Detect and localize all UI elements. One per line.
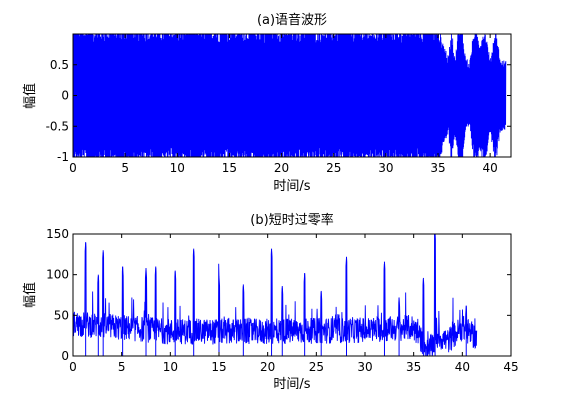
plot-a-xtick-label: 15 — [222, 161, 237, 175]
plot-b-xtick-label: 40 — [455, 360, 470, 374]
plot-b-ylabel: 幅值 — [22, 282, 38, 308]
plot-b-xtick-label: 30 — [357, 360, 372, 374]
plot-b-frame — [72, 233, 512, 357]
waveform-line — [72, 33, 507, 158]
plot-b-ytick-label: 50 — [54, 308, 69, 322]
plot-a-xtick-label: 25 — [326, 161, 341, 175]
plot-b-ytick-label: 100 — [46, 268, 69, 282]
plot-b-title: (b)短时过零率 — [250, 212, 333, 228]
plot-a-xtick-label: 20 — [274, 161, 289, 175]
plot-b-xtick-label: 5 — [118, 360, 126, 374]
plot-a-ytick-label: 0.5 — [50, 58, 69, 72]
plot-a-xtick-label: 0 — [69, 161, 77, 175]
plot-b-xtick-label: 35 — [406, 360, 421, 374]
plot-b-xtick-label: 45 — [503, 360, 518, 374]
plot-b-ytick-label: 150 — [46, 227, 69, 241]
plot-a-waveform — [72, 33, 507, 158]
plot-a-xtick-label: 35 — [430, 161, 445, 175]
plot-a-ylabel: 幅值 — [22, 83, 38, 109]
plot-a-xlabel: 时间/s — [273, 179, 310, 194]
plot-b-xlabel: 时间/s — [273, 377, 310, 392]
plot-b: (b)短时过零率 0 5 10 15 20 25 30 35 40 45 0 50 100 150 时间… — [22, 212, 519, 392]
plot-a-ytick-label: -1 — [57, 150, 69, 164]
plot-a-ytick-label: -0.5 — [46, 119, 69, 133]
plot-a-y-ticks: -1 -0.5 0 0.5 — [46, 58, 511, 164]
plot-a-x-ticks: 0 5 10 15 20 25 30 35 40 — [69, 34, 498, 175]
plot-b-xtick-label: 20 — [260, 360, 275, 374]
plot-a-title: (a)语音波形 — [257, 12, 327, 28]
plot-b-y-ticks: 0 50 100 150 — [46, 227, 511, 363]
plot-a-xtick-label: 10 — [170, 161, 185, 175]
plot-a-xtick-label: 30 — [378, 161, 393, 175]
plot-a-xtick-label: 40 — [483, 161, 498, 175]
plot-a-xtick-label: 5 — [121, 161, 129, 175]
plot-b-xtick-label: 10 — [163, 360, 178, 374]
plot-b-ytick-label: 0 — [61, 349, 69, 363]
zcr-line — [72, 233, 478, 357]
plot-a-ytick-label: 0 — [61, 89, 69, 103]
plot-b-xtick-label: 15 — [211, 360, 226, 374]
plot-b-xtick-label: 0 — [69, 360, 77, 374]
plot-b-x-ticks: 0 5 10 15 20 25 30 35 40 45 — [69, 234, 519, 374]
plot-a: (a)语音波形 0 5 10 15 20 25 30 35 40 -1 -0.5 0 0.5 时间/s… — [22, 12, 512, 194]
plot-b-xtick-label: 25 — [309, 360, 324, 374]
plot-b-zcr-line — [72, 233, 478, 357]
